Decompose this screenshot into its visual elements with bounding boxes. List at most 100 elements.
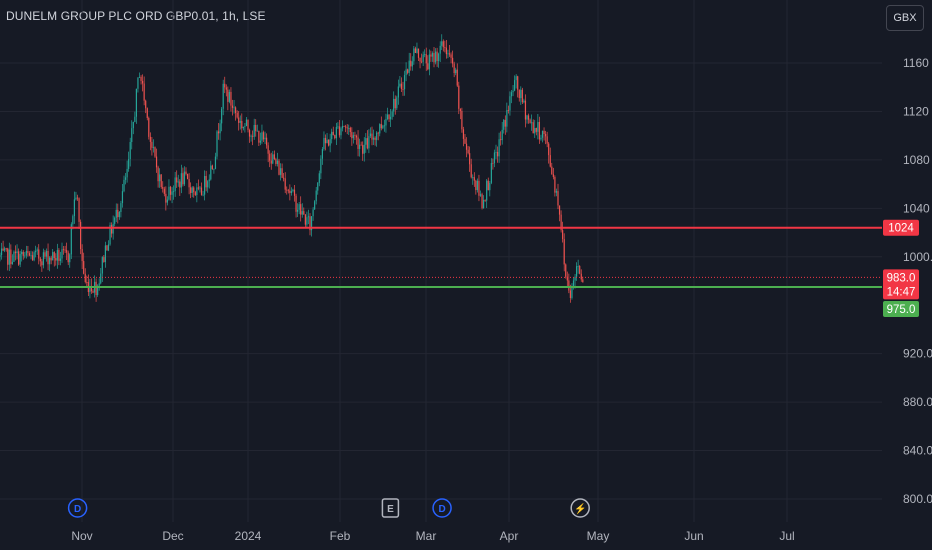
currency-button[interactable]: GBX	[886, 5, 924, 31]
candle	[509, 91, 511, 116]
candle	[396, 95, 398, 111]
candle	[462, 126, 465, 147]
y-tick-label: 1160	[903, 56, 929, 70]
candle	[483, 195, 485, 209]
candle	[332, 126, 334, 136]
candle	[439, 41, 441, 63]
candle	[157, 165, 159, 188]
candle	[490, 158, 492, 185]
candle	[64, 245, 66, 254]
candle	[284, 172, 286, 194]
candle	[534, 119, 536, 138]
candle	[445, 40, 447, 59]
candle	[56, 243, 58, 269]
candle	[554, 175, 556, 197]
candle	[49, 256, 51, 272]
candle	[188, 173, 190, 195]
candle	[142, 74, 144, 92]
candle	[479, 190, 482, 197]
candle	[104, 241, 106, 268]
news-event-icon[interactable]: ⚡	[570, 498, 590, 518]
candle	[352, 132, 354, 144]
candle	[236, 110, 238, 119]
candle	[566, 271, 568, 287]
candle	[371, 126, 373, 146]
price-tags: 1024 983.0 14:47 975.0	[883, 219, 919, 318]
svg-text:E: E	[387, 504, 394, 515]
candle	[405, 62, 407, 82]
candle	[549, 147, 551, 168]
candle	[84, 268, 86, 284]
candle	[493, 149, 496, 168]
candle	[123, 175, 125, 193]
x-tick-label: Apr	[500, 529, 519, 543]
candle	[380, 116, 382, 131]
candle	[131, 120, 133, 150]
candle	[349, 126, 351, 138]
candle	[541, 130, 544, 143]
candle	[275, 157, 277, 167]
candle	[298, 202, 300, 215]
candle	[53, 251, 55, 267]
candle	[222, 79, 224, 116]
candle	[526, 114, 528, 124]
candle	[21, 249, 23, 262]
candle	[196, 183, 198, 203]
dividend-event-icon[interactable]: D	[67, 498, 88, 518]
candle	[489, 180, 491, 197]
candle	[345, 124, 347, 133]
candle	[326, 132, 328, 144]
candle	[436, 47, 438, 67]
candle	[537, 114, 539, 140]
candle	[216, 130, 218, 160]
candle	[413, 45, 415, 65]
candle	[211, 164, 213, 170]
candle	[520, 86, 522, 105]
candle	[61, 242, 63, 263]
candle	[231, 99, 234, 116]
candle	[76, 194, 79, 201]
candle	[279, 163, 282, 181]
candle	[244, 122, 246, 133]
candle	[297, 203, 299, 217]
candle	[515, 74, 517, 89]
candle	[382, 124, 384, 130]
candle	[529, 118, 531, 124]
candle	[33, 250, 35, 262]
candle	[507, 105, 509, 114]
horizontal-lines	[0, 226, 882, 289]
candle	[109, 222, 111, 246]
candle	[272, 150, 274, 165]
candle	[39, 256, 41, 267]
candle	[419, 57, 421, 69]
candle	[103, 254, 105, 263]
candle	[362, 141, 364, 161]
candle	[518, 89, 520, 102]
candle	[50, 255, 52, 265]
candle	[278, 158, 280, 176]
dividend-event-icon[interactable]: D	[432, 498, 452, 518]
candle	[535, 127, 537, 136]
candle	[408, 52, 410, 77]
candle	[13, 250, 15, 263]
candle	[159, 168, 161, 188]
candle	[555, 188, 558, 197]
candle	[548, 141, 550, 164]
candle	[250, 134, 252, 142]
event-markers: D E D ⚡	[67, 498, 590, 518]
candle	[89, 279, 91, 299]
candle	[62, 245, 65, 255]
candle	[476, 178, 478, 193]
candle	[444, 40, 446, 53]
candle	[66, 242, 68, 261]
earnings-event-icon[interactable]: E	[381, 498, 400, 518]
candle	[0, 242, 3, 260]
candle	[98, 278, 100, 291]
candle	[315, 186, 317, 205]
x-tick-label: Feb	[330, 529, 351, 543]
candle	[169, 185, 172, 201]
candle	[247, 119, 249, 133]
candle	[258, 130, 260, 146]
candle	[239, 115, 241, 130]
